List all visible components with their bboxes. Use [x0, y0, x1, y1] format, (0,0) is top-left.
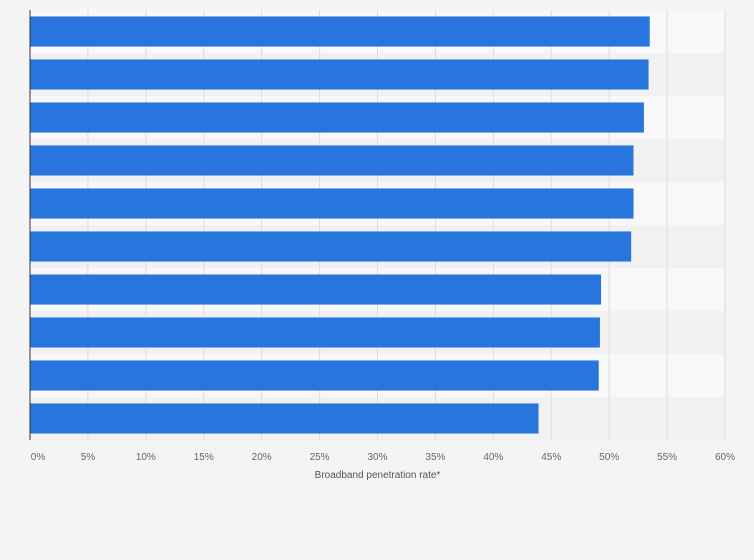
- x-tick-label: 30%: [367, 452, 387, 463]
- x-tick-label: 25%: [310, 452, 330, 463]
- x-tick-label: 55%: [657, 452, 677, 463]
- bar[interactable]: [30, 16, 650, 47]
- bar[interactable]: [30, 102, 644, 133]
- bar[interactable]: [30, 360, 599, 391]
- x-tick-label: 45%: [541, 452, 561, 463]
- bar[interactable]: [30, 403, 539, 434]
- x-tick-label: 35%: [425, 452, 445, 463]
- x-tick-label: 5%: [81, 452, 96, 463]
- x-axis-title: Broadband penetration rate*: [315, 470, 441, 481]
- bar[interactable]: [30, 59, 649, 90]
- bar[interactable]: [30, 231, 632, 262]
- x-tick-labels: 0% 5% 10% 15% 20% 25% 30% 35% 40% 45% 50% 55% 60%: [31, 452, 735, 463]
- bar[interactable]: [30, 145, 634, 176]
- bar[interactable]: [30, 188, 634, 219]
- x-tick-label: 60%: [715, 452, 735, 463]
- x-tick-label: 15%: [194, 452, 214, 463]
- x-tick-label: 0%: [31, 452, 46, 463]
- x-tick-label: 20%: [252, 452, 272, 463]
- bar[interactable]: [30, 274, 602, 305]
- bars: [30, 16, 650, 434]
- x-tick-label: 50%: [599, 452, 619, 463]
- x-tick-label: 10%: [136, 452, 156, 463]
- bar[interactable]: [30, 317, 600, 348]
- x-tick-label: 40%: [483, 452, 503, 463]
